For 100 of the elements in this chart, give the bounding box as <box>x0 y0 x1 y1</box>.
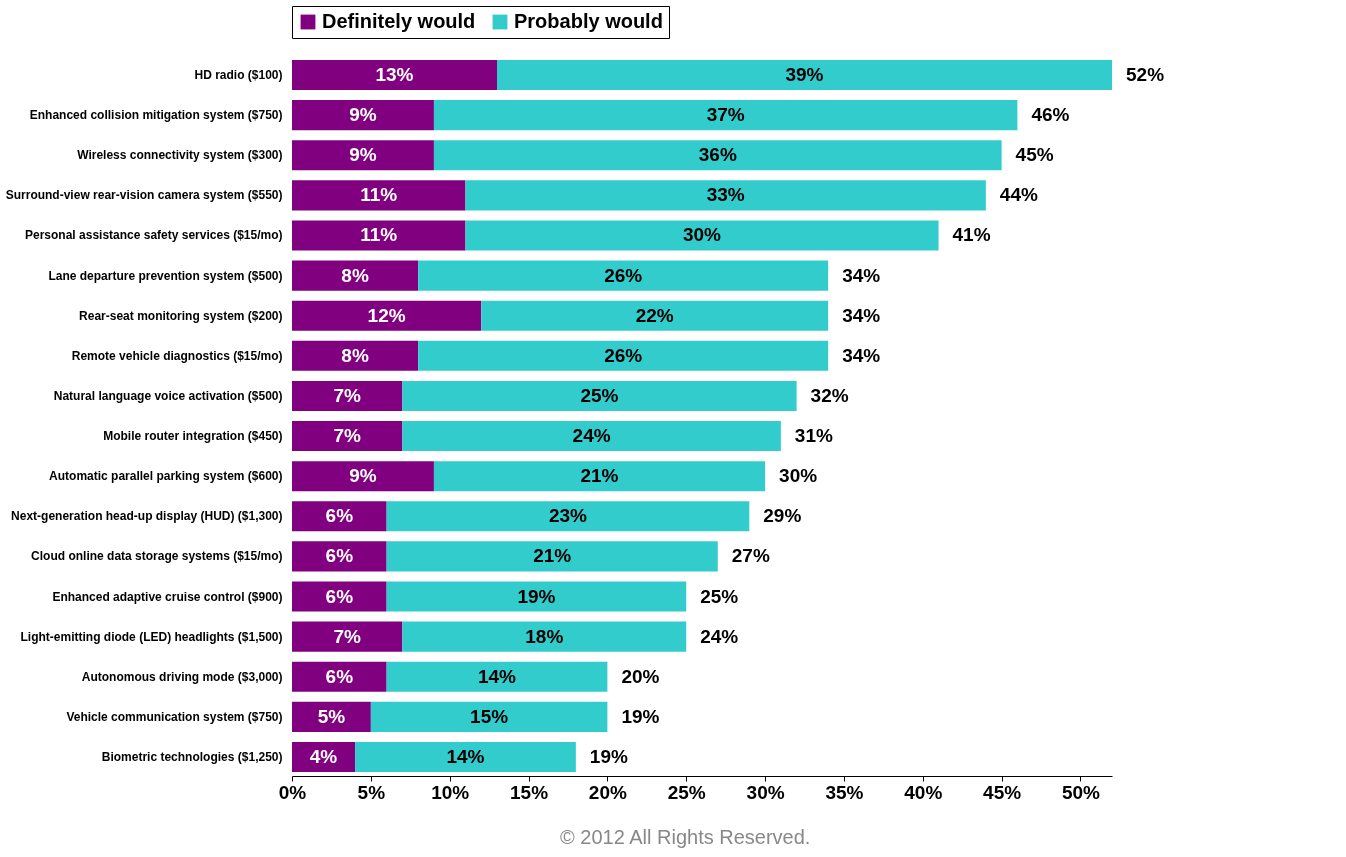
data-label: 7% <box>333 625 362 647</box>
x-tick-label: 10% <box>431 781 470 803</box>
y-tick-label: Lane departure prevention system ($500) <box>48 268 283 283</box>
x-tick-label: 35% <box>825 781 864 803</box>
total-label: 32% <box>810 384 849 406</box>
x-tick-label: 5% <box>357 781 386 803</box>
bar <box>292 661 387 692</box>
y-tick-label: Rear-seat monitoring system ($200) <box>79 308 283 323</box>
x-tick-label: 15% <box>510 781 549 803</box>
total-label: 30% <box>779 465 818 487</box>
x-tick-label: 30% <box>746 781 785 803</box>
y-tick-label: Automatic parallel parking system ($600) <box>49 469 283 484</box>
y-tick-label: Vehicle communication system ($750) <box>66 709 283 724</box>
data-label: 23% <box>548 505 588 527</box>
bar <box>292 300 482 331</box>
bar <box>292 541 387 572</box>
y-tick-label: Enhanced collision mitigation system ($750) <box>29 108 283 123</box>
data-label: 19% <box>517 585 556 607</box>
total-label: 45% <box>1015 144 1054 166</box>
data-label: 4% <box>309 745 338 767</box>
total-label: 20% <box>621 665 660 687</box>
total-label: 19% <box>589 745 628 767</box>
data-label: 26% <box>604 264 643 286</box>
legend-label: Definitely would <box>322 10 476 32</box>
data-label: 36% <box>698 144 737 166</box>
bar <box>386 581 687 612</box>
x-tick-label: 25% <box>667 781 706 803</box>
data-label: 6% <box>325 665 354 687</box>
bar <box>386 541 718 572</box>
y-tick-label: Natural language voice activation ($500) <box>53 388 283 403</box>
y-tick-label: Personal assistance safety services ($15/mo) <box>25 228 283 243</box>
bar <box>465 180 986 211</box>
bar <box>292 621 403 652</box>
bar <box>292 421 403 452</box>
bar <box>433 461 766 492</box>
total-label: 34% <box>842 264 881 286</box>
data-label: 6% <box>325 505 354 527</box>
y-tick-label: Enhanced adaptive cruise control ($900) <box>52 589 283 604</box>
y-tick-label: HD radio ($100) <box>194 68 283 83</box>
total-label: 41% <box>952 224 991 246</box>
x-tick-label: 45% <box>983 781 1022 803</box>
bar <box>481 300 829 331</box>
total-label: 44% <box>999 184 1038 206</box>
data-label: 7% <box>333 425 362 447</box>
data-label: 33% <box>706 184 745 206</box>
data-label: 15% <box>470 705 509 727</box>
bar <box>370 701 608 732</box>
bar <box>292 100 434 131</box>
data-label: 6% <box>325 545 354 567</box>
bar <box>465 220 939 251</box>
data-label: 9% <box>349 465 377 487</box>
total-label: 34% <box>842 304 881 326</box>
bar <box>292 501 387 532</box>
data-label: 18% <box>525 625 564 647</box>
y-tick-label: Surround-view rear-vision camera system ($550) <box>5 188 283 203</box>
bar <box>386 661 608 692</box>
y-tick-label: Mobile router integration ($450) <box>103 429 283 444</box>
bar <box>355 741 576 772</box>
data-label: 13% <box>375 64 414 86</box>
bar <box>292 340 419 371</box>
y-tick-label: Cloud online data storage systems ($15/mo) <box>31 549 283 564</box>
bar <box>292 461 434 492</box>
y-tick-label: Autonomous driving mode ($3,000) <box>81 669 283 684</box>
y-tick-label: Biometric technologies ($1,250) <box>101 749 283 764</box>
x-tick-label: 50% <box>1061 781 1101 803</box>
data-label: 8% <box>341 264 369 286</box>
bar <box>292 60 497 91</box>
total-label: 31% <box>794 425 833 447</box>
bar <box>497 60 1112 91</box>
legend-label: Probably would <box>514 10 663 32</box>
bar <box>386 501 750 532</box>
data-label: 8% <box>341 344 369 366</box>
total-label: 34% <box>842 344 881 366</box>
total-label: 24% <box>700 625 739 647</box>
total-label: 27% <box>731 545 770 567</box>
total-label: 29% <box>763 505 802 527</box>
y-tick-label: Remote vehicle diagnostics ($15/mo) <box>71 348 283 363</box>
y-tick-label: Wireless connectivity system ($300) <box>77 148 283 163</box>
data-label: 11% <box>360 184 398 206</box>
data-label: 11% <box>360 224 398 246</box>
bar <box>292 701 371 732</box>
bar <box>418 340 829 371</box>
x-tick-label: 0% <box>278 781 307 803</box>
data-label: 12% <box>367 304 406 326</box>
data-label: 25% <box>580 384 619 406</box>
bar <box>292 220 466 251</box>
data-label: 14% <box>446 745 485 767</box>
bar <box>402 380 797 411</box>
bar <box>292 380 403 411</box>
total-label: 52% <box>1126 64 1165 86</box>
bar <box>402 621 687 652</box>
x-tick-label: 40% <box>904 781 943 803</box>
bar <box>292 180 466 211</box>
total-label: 46% <box>1031 104 1070 126</box>
bar <box>292 260 419 291</box>
text: © 2012 All Rights Reserved. <box>560 826 811 849</box>
data-label: 22% <box>635 304 674 326</box>
data-label: 26% <box>604 344 643 366</box>
data-label: 21% <box>580 465 619 487</box>
total-label: 25% <box>700 585 739 607</box>
